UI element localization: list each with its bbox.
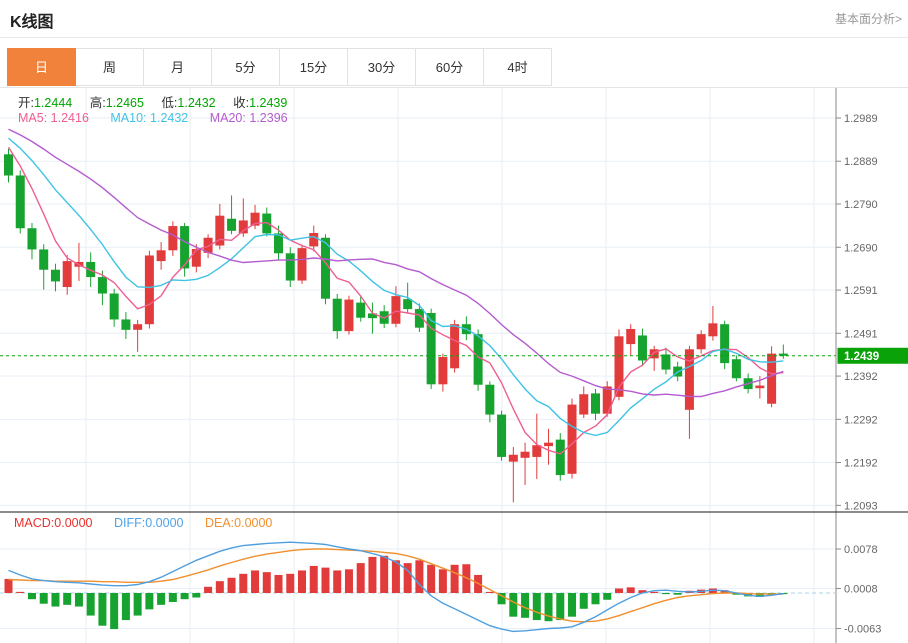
ma5-readout: MA5: 1.2416 [18,111,89,125]
ma10-readout: MA10: 1.2432 [110,111,189,125]
gridlines [0,88,836,643]
tab-4hour[interactable]: 4时 [483,48,552,86]
svg-text:1.2439: 1.2439 [844,351,879,363]
tabbar-underline [0,87,908,88]
svg-text:1.2392: 1.2392 [844,371,878,383]
ma-readout: MA5: 1.2416 MA10: 1.2432 MA20: 1.2396 [18,111,288,125]
fundamental-analysis-link[interactable]: 基本面分析> [834,12,902,26]
tab-30min[interactable]: 30分 [347,48,416,86]
high-label: 高: [89,96,106,110]
svg-text:-0.0063: -0.0063 [844,624,881,636]
macd-pane [0,541,836,633]
ohlc-readout: 开:1.2444 高:1.2465 低:1.2432 收:1.2439 [18,92,287,111]
low-label: 低: [161,96,178,110]
candles [4,148,788,503]
close-value: 1.2439 [249,96,288,110]
svg-text:1.2491: 1.2491 [844,328,878,340]
open-label: 开: [18,96,34,110]
close-label: 收: [233,96,250,110]
tab-60min[interactable]: 60分 [415,48,484,86]
macd-value-readout: MACD:0.0000 [14,516,93,530]
period-tabbar: 日 周 月 5分 15分 30分 60分 4时 [7,48,552,86]
macd-readout: MACD:0.0000 DIFF:0.0000 DEA:0.0000 [14,516,272,530]
price-axis: 1.2989 1.2889 1.2790 1.2690 1.2591 1.2491 1.23… [835,88,881,643]
svg-text:1.2690: 1.2690 [844,242,878,254]
svg-text:1.2989: 1.2989 [844,113,878,125]
tab-week[interactable]: 周 [75,48,144,86]
open-value: 1.2444 [33,96,73,110]
svg-text:1.2591: 1.2591 [844,285,878,297]
svg-text:0.0008: 0.0008 [844,583,878,595]
tab-5min[interactable]: 5分 [211,48,280,86]
svg-text:1.2889: 1.2889 [844,156,878,168]
dea-value-readout: DEA:0.0000 [204,516,273,530]
page-title: K线图 [10,14,54,31]
current-price-pill: 1.2439 [837,347,908,364]
diff-value-readout: DIFF:0.0000 [114,516,184,530]
svg-text:0.0078: 0.0078 [844,544,878,556]
svg-text:1.2192: 1.2192 [844,458,878,470]
svg-text:1.2790: 1.2790 [844,199,878,211]
page-header: K线图 基本面分析> [0,0,908,38]
kline-chart-svg[interactable]: 1.2439 1.2989 1.2889 1.2790 1.2690 1.2591 1.24… [0,88,908,643]
ma20-readout: MA20: 1.2396 [209,111,288,125]
ma-lines [7,128,784,455]
kline-chart-canvas[interactable]: 1.2439 1.2989 1.2889 1.2790 1.2690 1.2591 1.24… [0,88,908,643]
high-value: 1.2465 [105,96,144,110]
tab-day[interactable]: 日 [7,48,76,86]
svg-text:1.2093: 1.2093 [844,500,878,512]
svg-text:1.2292: 1.2292 [844,414,878,426]
tab-15min[interactable]: 15分 [279,48,348,86]
tab-month[interactable]: 月 [143,48,212,86]
low-value: 1.2432 [177,96,216,110]
